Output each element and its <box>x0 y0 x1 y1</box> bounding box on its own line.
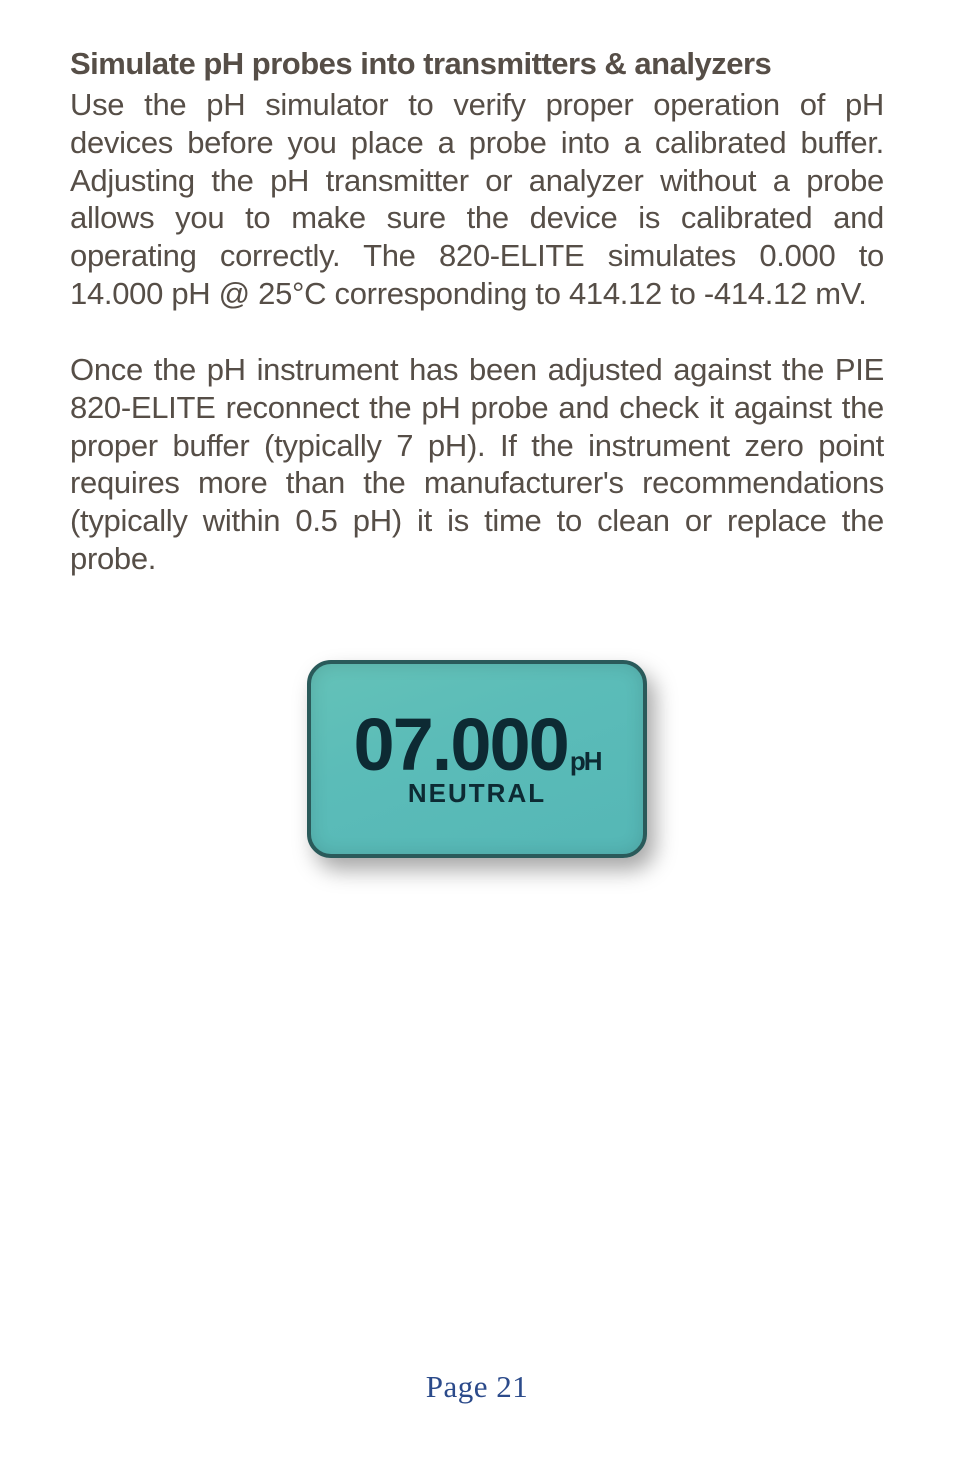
section-title: Simulate pH probes into transmitters & a… <box>70 46 884 82</box>
lcd-sub-label: NEUTRAL <box>408 778 546 809</box>
lcd-display: 07.000 pH NEUTRAL <box>307 660 647 858</box>
paragraph-1: Use the pH simulator to verify proper op… <box>70 86 884 313</box>
lcd-display-container: 07.000 pH NEUTRAL <box>70 660 884 858</box>
page-number: Page 21 <box>0 1369 954 1405</box>
lcd-unit: pH <box>570 748 601 774</box>
lcd-value: 07.000 <box>353 708 567 782</box>
paragraph-2: Once the pH instrument has been adjusted… <box>70 351 884 578</box>
lcd-value-row: 07.000 pH <box>353 708 600 782</box>
